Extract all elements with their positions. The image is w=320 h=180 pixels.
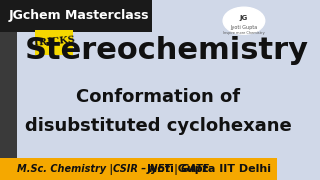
Text: JGchem Masterclass: JGchem Masterclass (9, 9, 149, 22)
Text: Inspire more Chemistry: Inspire more Chemistry (223, 31, 265, 35)
Circle shape (223, 7, 265, 34)
FancyBboxPatch shape (0, 0, 152, 31)
Text: Stereochemistry: Stereochemistry (24, 36, 308, 65)
Text: TRICKS: TRICKS (32, 35, 76, 48)
Text: Jyoti Gupta IIT Delhi: Jyoti Gupta IIT Delhi (147, 164, 272, 174)
Text: Conformation of: Conformation of (76, 88, 240, 106)
FancyBboxPatch shape (0, 158, 277, 180)
Text: Jyoti Gupta: Jyoti Gupta (230, 25, 258, 30)
FancyBboxPatch shape (35, 30, 74, 55)
FancyBboxPatch shape (0, 0, 17, 180)
Text: M.Sc. Chemistry |CSIR – NET | GATE: M.Sc. Chemistry |CSIR – NET | GATE (17, 164, 209, 175)
Text: JG: JG (240, 15, 248, 21)
Text: disubstituted cyclohexane: disubstituted cyclohexane (25, 117, 292, 135)
